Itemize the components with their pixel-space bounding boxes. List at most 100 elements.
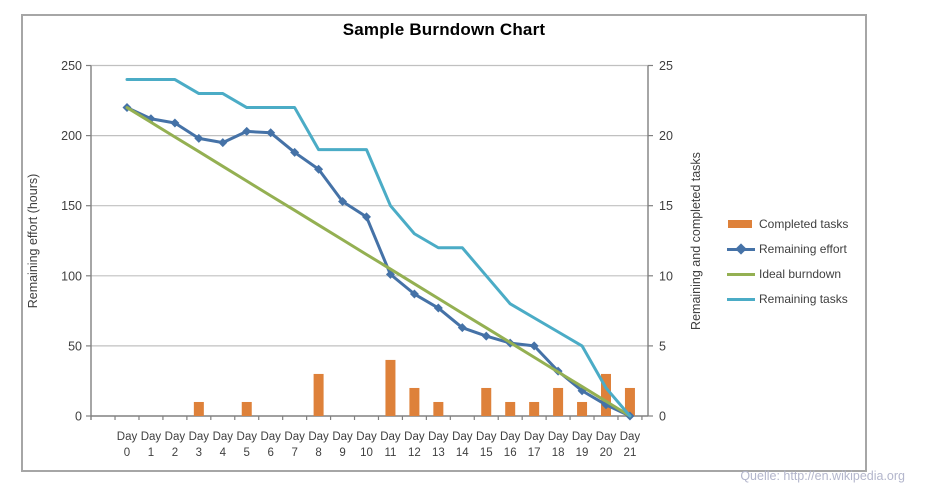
x-tick-label-prefix: Day — [572, 431, 593, 443]
left-axis-tick-label: 200 — [61, 129, 82, 143]
legend-label-remaining-tasks: Remaining tasks — [759, 291, 848, 306]
x-tick-label-prefix: Day — [260, 431, 281, 443]
remaining-effort-marker — [170, 118, 180, 128]
left-axis-tick-label: 0 — [75, 410, 82, 424]
x-tick-label-prefix: Day — [524, 431, 545, 443]
x-tick-label-number: 0 — [124, 447, 130, 459]
source-note: Quelle: http://en.wikipedia.org — [740, 469, 905, 483]
x-tick-label-number: 12 — [408, 447, 421, 459]
remaining-effort-marker — [338, 196, 348, 206]
x-tick-label-number: 20 — [600, 447, 613, 459]
bar-day-15 — [481, 387, 492, 416]
x-tick-label-number: 2 — [172, 447, 178, 459]
legend: Completed tasks Remaining effort Ideal bur… — [727, 211, 867, 311]
bar-day-19 — [577, 401, 588, 416]
x-tick-label-prefix: Day — [428, 431, 449, 443]
x-tick-label-number: 13 — [432, 447, 445, 459]
completed-tasks-swatch-icon — [727, 219, 755, 229]
x-tick-label-prefix: Day — [213, 431, 234, 443]
bar-day-17 — [529, 401, 540, 416]
legend-item-completed-tasks: Completed tasks — [727, 211, 867, 236]
right-axis-title: Remaining and completed tasks — [689, 152, 703, 330]
remaining-tasks-swatch-icon — [727, 294, 755, 304]
bar-day-21 — [624, 387, 635, 416]
x-tick-label-prefix: Day — [548, 431, 569, 443]
remaining-effort-marker — [266, 128, 276, 138]
remaining-effort-line — [125, 106, 632, 418]
remaining-effort-marker — [529, 341, 539, 351]
remaining-effort-marker — [290, 147, 300, 157]
left-axis-tick-label: 150 — [61, 199, 82, 213]
x-tick-label-prefix: Day — [117, 431, 138, 443]
x-tick-label-number: 8 — [315, 447, 321, 459]
left-axis-tick-label: 100 — [61, 269, 82, 283]
x-tick-label-prefix: Day — [356, 431, 377, 443]
legend-label-remaining-effort: Remaining effort — [759, 241, 847, 256]
remaining-effort-marker — [409, 289, 419, 299]
x-tick-label-number: 16 — [504, 447, 517, 459]
left-axis-tick-label: 50 — [68, 339, 82, 353]
x-tick-label-prefix: Day — [380, 431, 401, 443]
x-tick-label-prefix: Day — [500, 431, 521, 443]
bar-day-3 — [193, 401, 204, 416]
remaining-effort-marker — [433, 303, 443, 313]
x-tick-label-number: 14 — [456, 447, 469, 459]
bar-day-18 — [553, 387, 564, 416]
x-tick-label-number: 10 — [360, 447, 373, 459]
x-tick-label-prefix: Day — [620, 431, 641, 443]
x-tick-label-number: 4 — [220, 447, 227, 459]
x-tick-label-prefix: Day — [596, 431, 617, 443]
x-tick-label-number: 7 — [291, 447, 297, 459]
x-tick-label-prefix: Day — [332, 431, 353, 443]
bar-day-11 — [385, 359, 396, 416]
bar-day-13 — [433, 401, 444, 416]
x-tick-label-prefix: Day — [141, 431, 162, 443]
ideal-burndown-line — [125, 106, 632, 418]
legend-item-remaining-effort: Remaining effort — [727, 236, 867, 261]
legend-item-ideal-burndown: Ideal burndown — [727, 261, 867, 286]
x-tick-label-prefix: Day — [237, 431, 258, 443]
legend-label-ideal-burndown: Ideal burndown — [759, 266, 842, 281]
remaining-tasks-line — [125, 78, 632, 418]
bar-day-20 — [601, 373, 611, 416]
legend-item-remaining-tasks: Remaining tasks — [727, 286, 867, 311]
ideal-burndown-swatch-icon — [727, 269, 755, 279]
x-tick-label-prefix: Day — [404, 431, 425, 443]
x-tick-label-number: 11 — [384, 447, 396, 459]
left-axis-title: Remaining effort (hours) — [26, 174, 40, 309]
remaining-effort-marker — [481, 331, 491, 341]
x-tick-label-number: 5 — [244, 447, 250, 459]
bar-day-5 — [241, 401, 252, 416]
remaining-effort-marker — [362, 212, 371, 222]
x-tick-label-number: 19 — [576, 447, 589, 459]
x-tick-label-prefix: Day — [476, 431, 497, 443]
right-axis-tick-label: 20 — [659, 129, 673, 143]
right-axis-tick-label: 15 — [659, 199, 673, 213]
bar-day-12 — [409, 387, 420, 416]
remaining-effort-marker — [457, 323, 467, 333]
x-tick-label-number: 17 — [528, 447, 541, 459]
x-tick-label-number: 1 — [148, 447, 154, 459]
x-tick-label-prefix: Day — [165, 431, 186, 443]
x-tick-label-number: 9 — [339, 447, 345, 459]
bar-day-16 — [505, 401, 516, 416]
chart-frame — [21, 14, 867, 472]
x-tick-label-prefix: Day — [452, 431, 473, 443]
x-tick-label-prefix: Day — [308, 431, 329, 443]
x-tick-label-prefix: Day — [189, 431, 210, 443]
x-tick-label-number: 21 — [624, 447, 637, 459]
bar-day-8 — [313, 373, 324, 416]
chart-title: Sample Burndown Chart — [342, 20, 546, 39]
remaining-effort-marker — [242, 126, 252, 136]
right-axis-tick-label: 5 — [659, 339, 666, 353]
x-tick-label-number: 18 — [552, 447, 565, 459]
legend-label-completed-tasks: Completed tasks — [759, 216, 849, 231]
right-axis-tick-label: 25 — [659, 59, 673, 73]
x-tick-label-number: 3 — [196, 447, 202, 459]
remaining-effort-marker — [314, 164, 324, 174]
left-axis-tick-label: 250 — [61, 59, 82, 73]
right-axis-tick-label: 0 — [659, 410, 666, 424]
remaining-effort-marker — [194, 133, 204, 143]
